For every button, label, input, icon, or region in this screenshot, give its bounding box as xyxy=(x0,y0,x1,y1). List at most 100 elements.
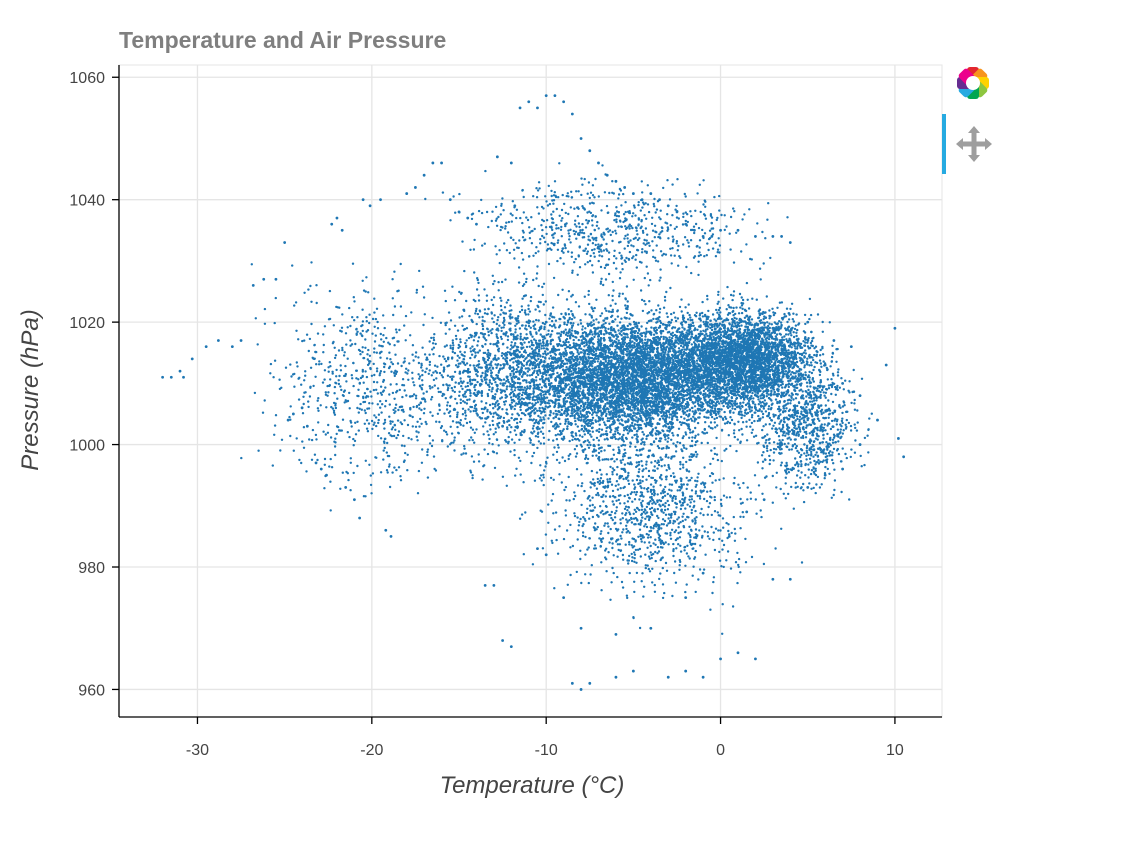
data-point xyxy=(697,407,700,411)
data-point xyxy=(552,412,555,415)
data-point xyxy=(652,312,656,316)
data-point xyxy=(632,397,636,401)
data-point xyxy=(581,342,584,345)
data-point xyxy=(594,352,598,355)
data-point xyxy=(608,322,611,325)
data-point xyxy=(614,632,618,636)
data-point xyxy=(611,294,614,298)
data-point xyxy=(576,411,579,415)
data-point xyxy=(603,438,606,441)
data-point xyxy=(560,413,564,417)
data-point xyxy=(619,410,622,413)
data-point xyxy=(653,385,656,388)
data-point xyxy=(656,340,660,344)
data-point xyxy=(600,428,604,431)
data-point xyxy=(543,350,547,353)
data-point xyxy=(651,356,654,359)
data-point xyxy=(589,419,593,423)
data-point xyxy=(902,455,906,459)
data-point xyxy=(457,381,461,385)
data-point xyxy=(550,420,553,424)
data-point xyxy=(578,390,581,393)
data-point xyxy=(580,445,583,448)
data-point xyxy=(641,391,644,395)
data-point xyxy=(653,329,656,332)
data-point xyxy=(641,441,644,444)
data-point xyxy=(632,278,635,281)
data-point xyxy=(721,402,724,405)
data-point xyxy=(538,427,541,430)
data-point xyxy=(685,413,688,417)
data-point xyxy=(629,388,632,392)
data-point xyxy=(684,431,687,434)
data-point xyxy=(641,430,644,434)
data-point xyxy=(652,417,655,420)
data-point xyxy=(631,340,634,343)
data-point xyxy=(586,415,589,418)
data-point xyxy=(736,651,740,655)
data-point xyxy=(592,438,595,441)
data-point xyxy=(638,368,641,371)
data-point xyxy=(612,377,615,381)
data-point xyxy=(664,364,668,368)
data-point xyxy=(585,339,588,342)
data-point xyxy=(735,449,738,453)
data-point xyxy=(688,413,691,416)
data-point xyxy=(636,420,639,423)
data-point xyxy=(483,583,487,587)
data-point xyxy=(674,382,677,385)
data-point xyxy=(587,359,590,362)
data-point xyxy=(414,186,417,189)
data-point xyxy=(544,405,547,408)
data-point xyxy=(656,445,660,448)
data-point xyxy=(666,331,670,334)
data-point xyxy=(577,367,580,370)
data-point xyxy=(702,329,705,332)
data-point xyxy=(592,350,596,354)
data-point xyxy=(568,328,571,331)
data-point xyxy=(633,382,636,385)
data-point xyxy=(572,322,575,325)
data-point xyxy=(595,401,598,405)
data-point xyxy=(660,366,663,369)
data-point xyxy=(592,323,596,326)
data-point xyxy=(384,528,388,532)
data-point xyxy=(696,381,699,384)
data-point xyxy=(625,311,629,315)
data-point xyxy=(616,335,619,338)
data-point xyxy=(522,388,525,391)
data-point xyxy=(629,401,632,405)
data-point xyxy=(566,418,569,421)
data-point xyxy=(668,390,671,393)
data-point xyxy=(748,418,751,422)
data-point xyxy=(581,328,584,331)
data-point xyxy=(546,339,549,343)
data-point xyxy=(673,387,676,390)
data-point xyxy=(609,363,612,366)
data-point xyxy=(609,406,612,409)
data-point xyxy=(654,426,658,429)
data-point xyxy=(606,417,610,420)
data-point xyxy=(731,298,734,302)
data-point xyxy=(597,321,600,324)
data-point xyxy=(634,363,637,366)
data-point xyxy=(574,367,577,370)
data-point xyxy=(710,415,714,419)
data-point xyxy=(632,354,635,357)
data-point xyxy=(617,403,620,407)
data-point xyxy=(716,302,719,305)
data-point xyxy=(539,392,542,396)
data-point xyxy=(538,406,541,410)
data-point xyxy=(577,323,580,326)
data-point xyxy=(711,427,714,430)
data-point xyxy=(691,410,694,413)
data-point xyxy=(612,393,616,396)
data-point xyxy=(650,371,654,374)
data-point xyxy=(596,371,599,374)
data-point xyxy=(623,388,626,391)
data-point xyxy=(574,301,578,304)
data-point xyxy=(675,445,678,448)
data-point xyxy=(841,381,845,385)
data-point xyxy=(541,335,544,338)
data-point xyxy=(677,357,680,360)
